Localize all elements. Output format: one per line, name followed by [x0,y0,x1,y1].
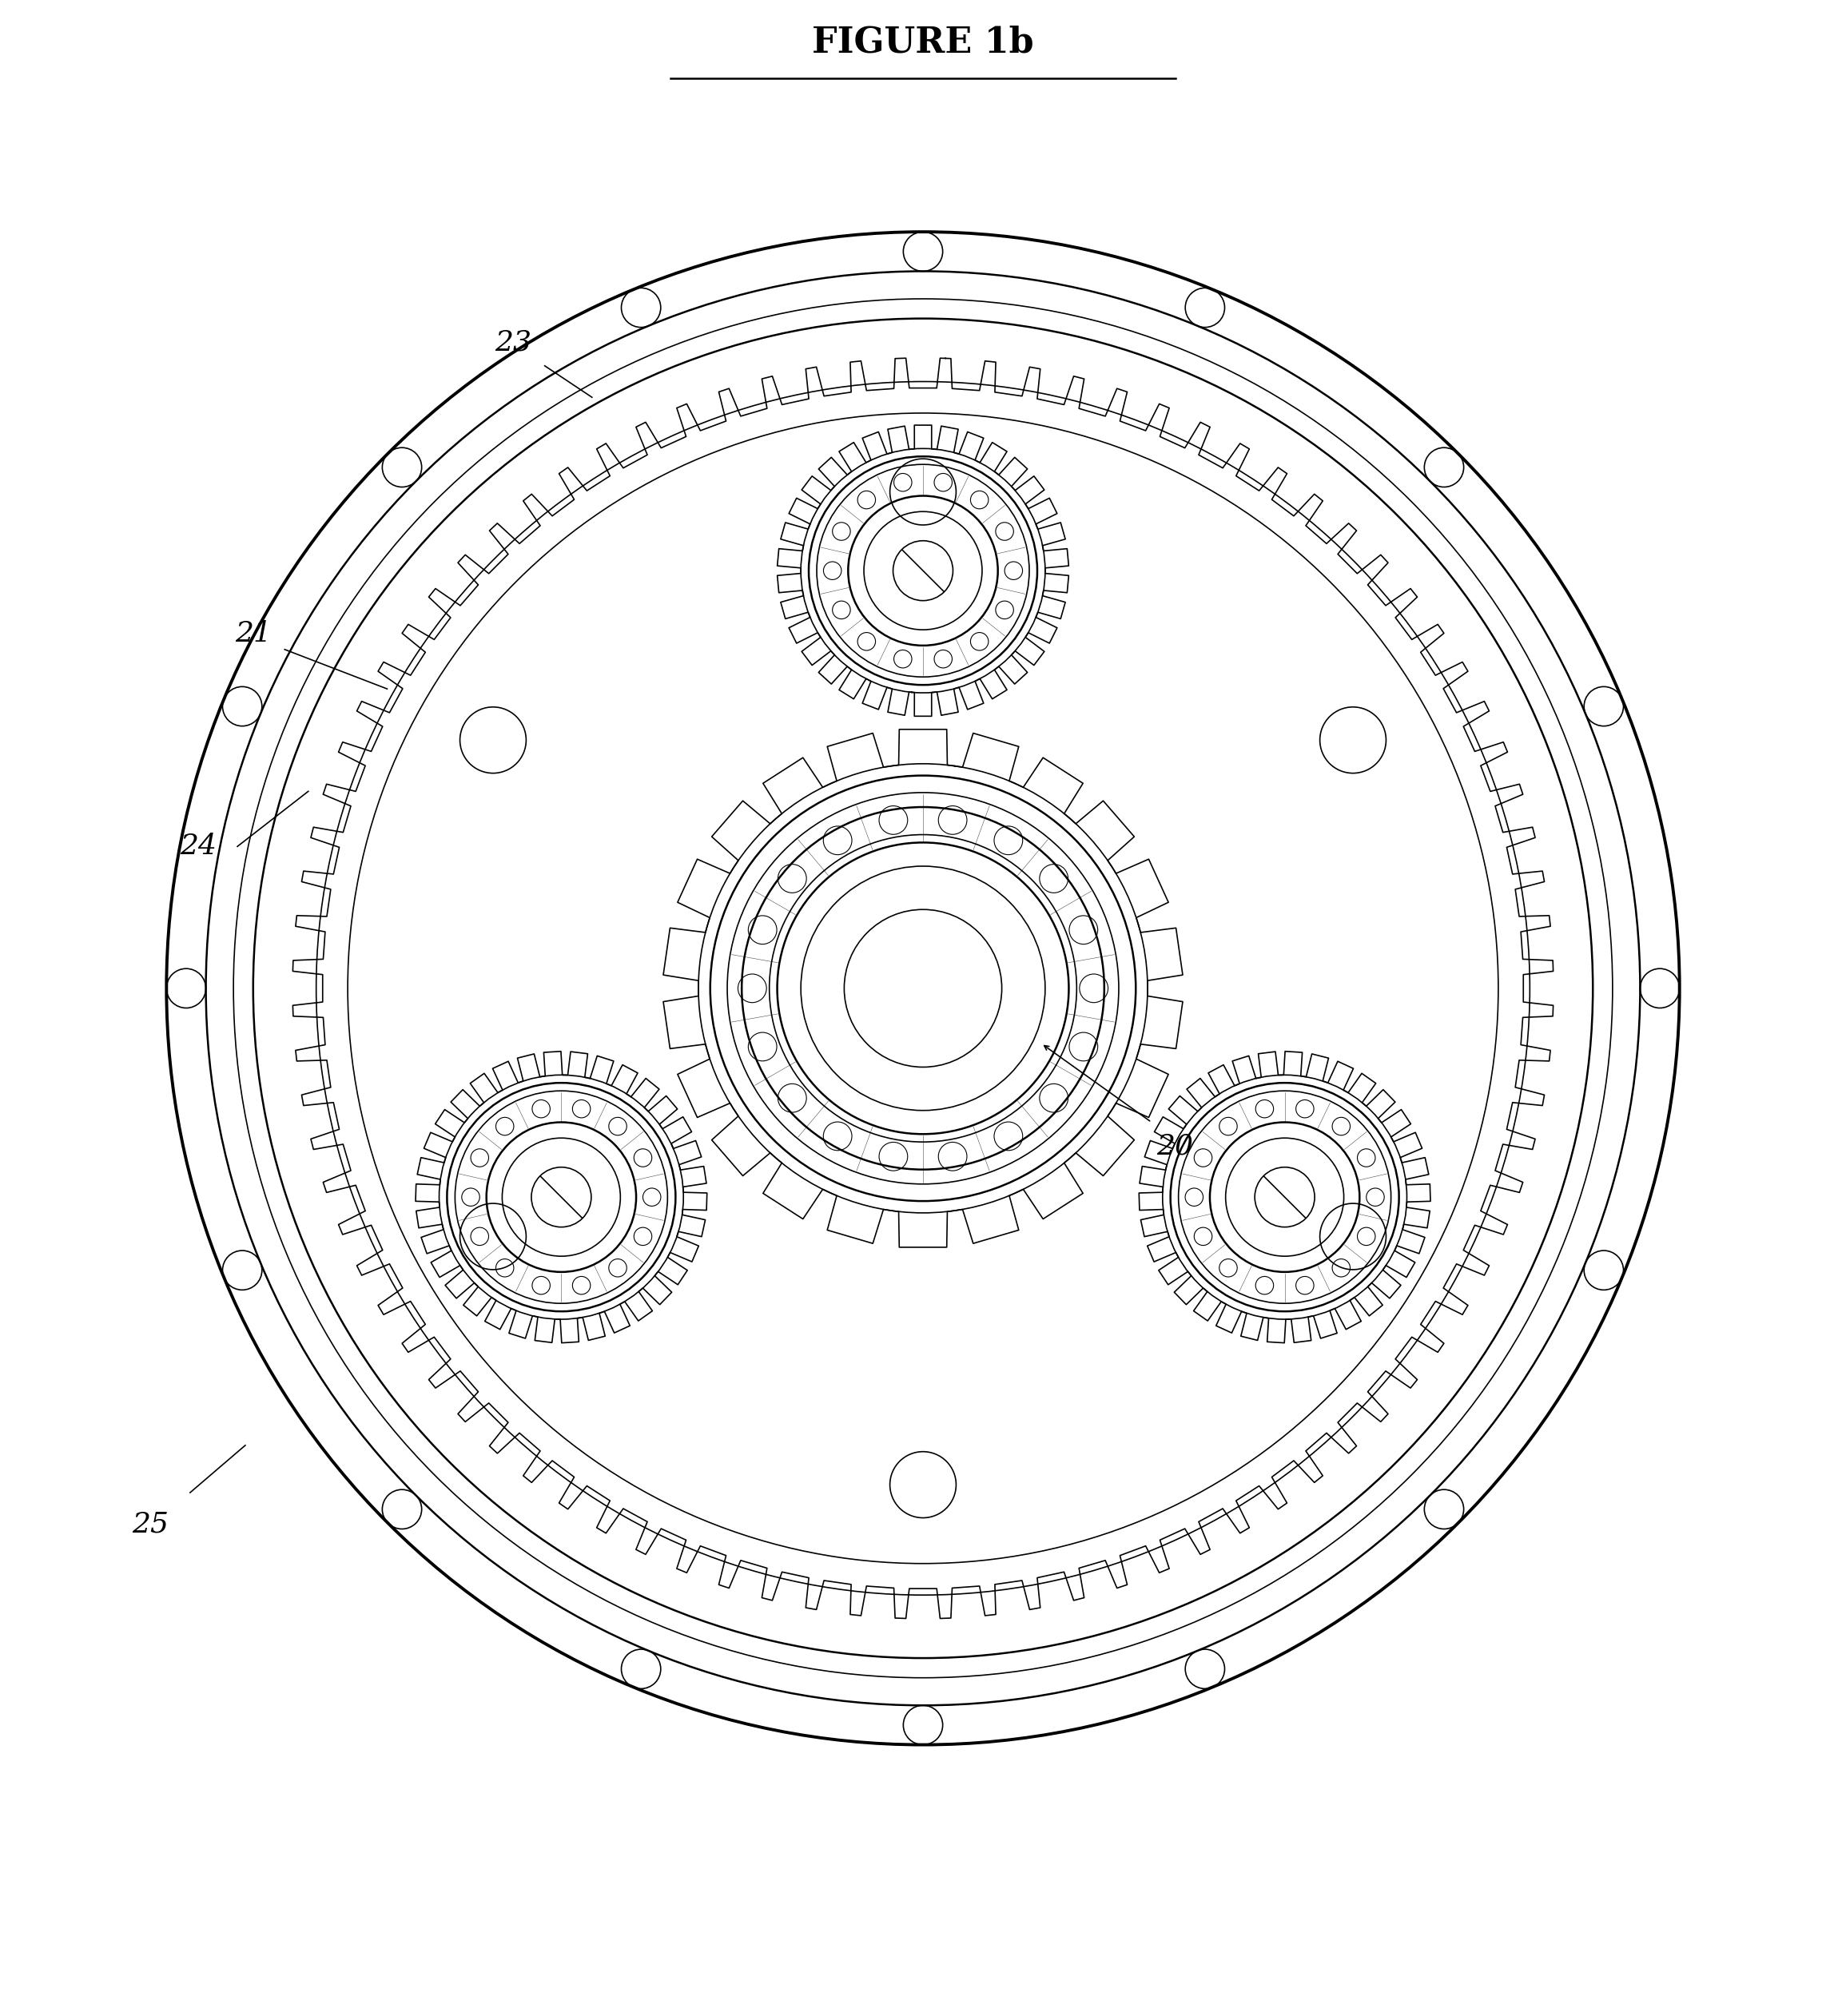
Text: 21: 21 [234,621,271,647]
Text: 24: 24 [179,833,216,861]
Text: 25: 25 [133,1510,170,1538]
Text: 20: 20 [1157,1133,1194,1159]
Text: 23: 23 [495,329,532,355]
Text: FIGURE 1b: FIGURE 1b [812,26,1034,60]
